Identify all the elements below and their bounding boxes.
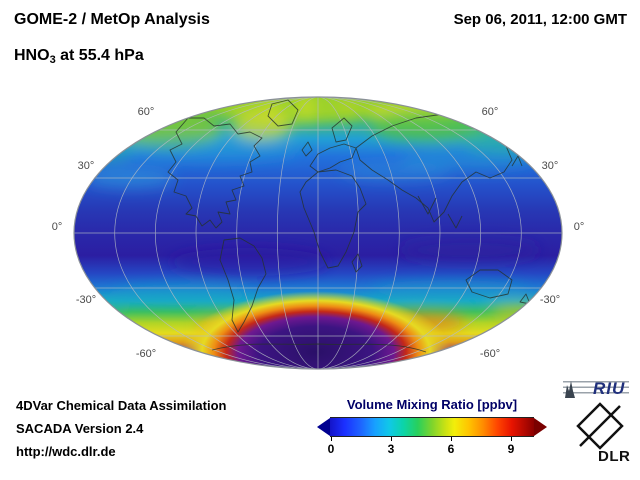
- colorbar-tickmark: [391, 437, 392, 441]
- pressure-level-label: at 55.4 hPa: [55, 47, 144, 64]
- colorbar-tick-label-0: 0: [327, 442, 335, 456]
- lat-label-left--60: -60°: [135, 348, 157, 360]
- lat-label-right-0: 0°: [573, 221, 585, 233]
- colorbar-gradient: [330, 417, 534, 437]
- species-level-label: HNO3 at 55.4 hPa: [14, 47, 144, 66]
- footer-assimilation-label: 4DVar Chemical Data Assimilation: [16, 398, 227, 413]
- colorbar-tick-label-9: 9: [507, 442, 515, 456]
- lat-label-right--30: -30°: [539, 294, 561, 306]
- species-formula: HNO: [14, 47, 50, 64]
- colorbar-left-arrow-icon: [317, 418, 330, 436]
- dlr-text: DLR: [598, 448, 631, 465]
- globe-outline: [73, 96, 563, 370]
- colorbar-title: Volume Mixing Ratio [ppbv]: [346, 397, 518, 412]
- colorbar-ticks: 0 3 6 9: [327, 437, 534, 457]
- riu-tower-icon: [565, 381, 575, 398]
- species-formula-subscript: 3: [49, 54, 56, 66]
- dlr-logo: DLR: [570, 400, 634, 472]
- lat-label-left-0: 0°: [51, 221, 63, 233]
- lat-label-right-60: 60°: [481, 106, 499, 118]
- coastlines-layer: [167, 99, 531, 353]
- antarctic-vortex: [156, 277, 476, 369]
- colorbar-tickmark: [511, 437, 512, 441]
- riu-stripes: [563, 381, 629, 397]
- lat-label-right-30: 30°: [541, 160, 559, 172]
- colorbar-tickmark: [331, 437, 332, 441]
- riu-text: RIU: [593, 379, 626, 398]
- colorbar-right-arrow-icon: [534, 418, 547, 436]
- lat-label-left--30: -30°: [75, 294, 97, 306]
- footer-version-label: SACADA Version 2.4: [16, 421, 144, 436]
- page-title: GOME-2 / MetOp Analysis: [14, 11, 210, 28]
- lat-label-left-60: 60°: [137, 106, 155, 118]
- dlr-emblem-icon: [576, 402, 624, 450]
- colorbar-tick-label-3: 3: [387, 442, 395, 456]
- colorbar-tick-label-6: 6: [447, 442, 455, 456]
- datetime-label: Sep 06, 2011, 12:00 GMT: [453, 11, 627, 28]
- lat-label-left-30: 30°: [77, 160, 95, 172]
- lat-label-right--60: -60°: [479, 348, 501, 360]
- footer-url-label: http://wdc.dlr.de: [16, 444, 116, 459]
- colorbar: [317, 417, 547, 437]
- riu-logo: RIU: [563, 377, 631, 401]
- colorbar-tickmark: [451, 437, 452, 441]
